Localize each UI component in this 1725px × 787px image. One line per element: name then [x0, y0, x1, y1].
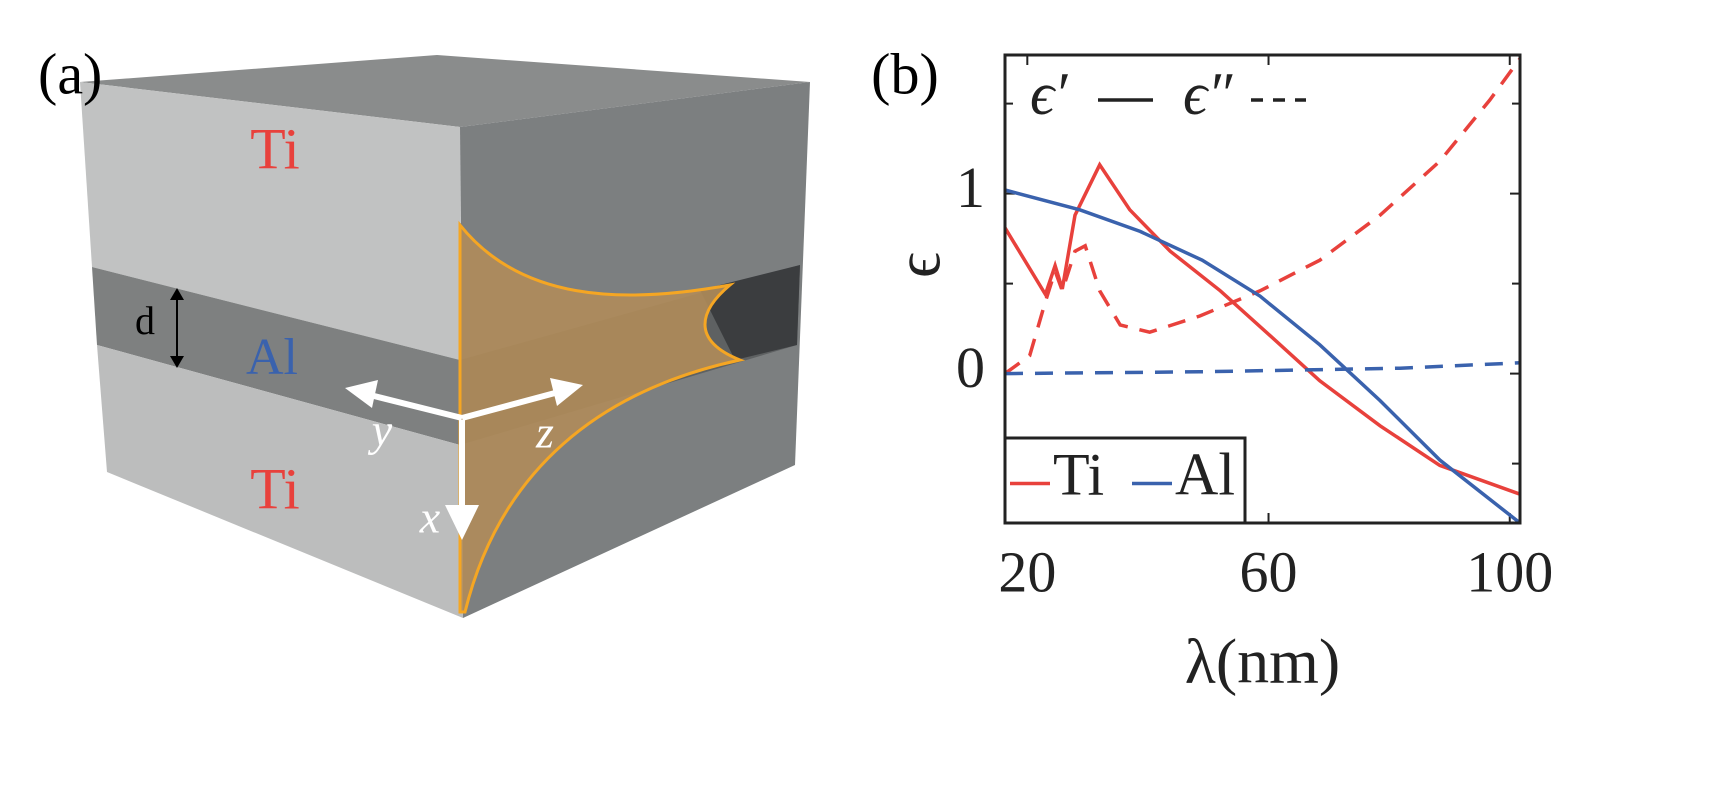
legend-box	[1003, 436, 1247, 525]
x-tick-label: 100	[1466, 539, 1553, 604]
left-ti-top	[80, 82, 460, 360]
field-profile	[458, 220, 746, 614]
style-key-label: ϵ′	[1030, 61, 1068, 127]
thickness-label: d	[135, 298, 155, 343]
data-line	[1003, 57, 1522, 376]
data-line	[1003, 161, 1521, 496]
panel-label: (a)	[38, 41, 102, 106]
axis-label: y	[368, 405, 393, 456]
data-line	[1004, 188, 1522, 525]
plot-frame	[1003, 53, 1522, 525]
layer-label: Ti	[250, 456, 300, 521]
layer-label: Al	[246, 329, 298, 386]
data-line	[1004, 361, 1521, 376]
y-tick-label: 1	[956, 155, 985, 220]
layer-label: Ti	[250, 116, 300, 181]
y-tick-label: 0	[956, 335, 985, 400]
legend-label: Ti	[1053, 441, 1104, 507]
y-axis-label: ϵ	[883, 252, 954, 278]
thickness-arrow	[170, 288, 184, 368]
axis-label: z	[535, 407, 554, 458]
top-face	[80, 55, 810, 127]
x-tick-label: 20	[998, 539, 1056, 604]
x-axis-label: λ(nm)	[1185, 626, 1340, 697]
legend-label: Al	[1175, 441, 1235, 507]
x-tick-label: 60	[1240, 539, 1298, 604]
axis-label: x	[419, 492, 441, 543]
left-ti-bottom	[97, 345, 463, 618]
panel-b: (b) 20 60 100 0 1 λ(nm) ϵ ϵ′ ϵ″ Ti Al	[871, 41, 1553, 696]
style-key-label: ϵ″	[1183, 61, 1233, 127]
axes-arrows	[345, 378, 583, 540]
panel-a: (a) Ti Al Ti d y z x	[38, 41, 810, 618]
panel-label: (b)	[871, 41, 939, 106]
